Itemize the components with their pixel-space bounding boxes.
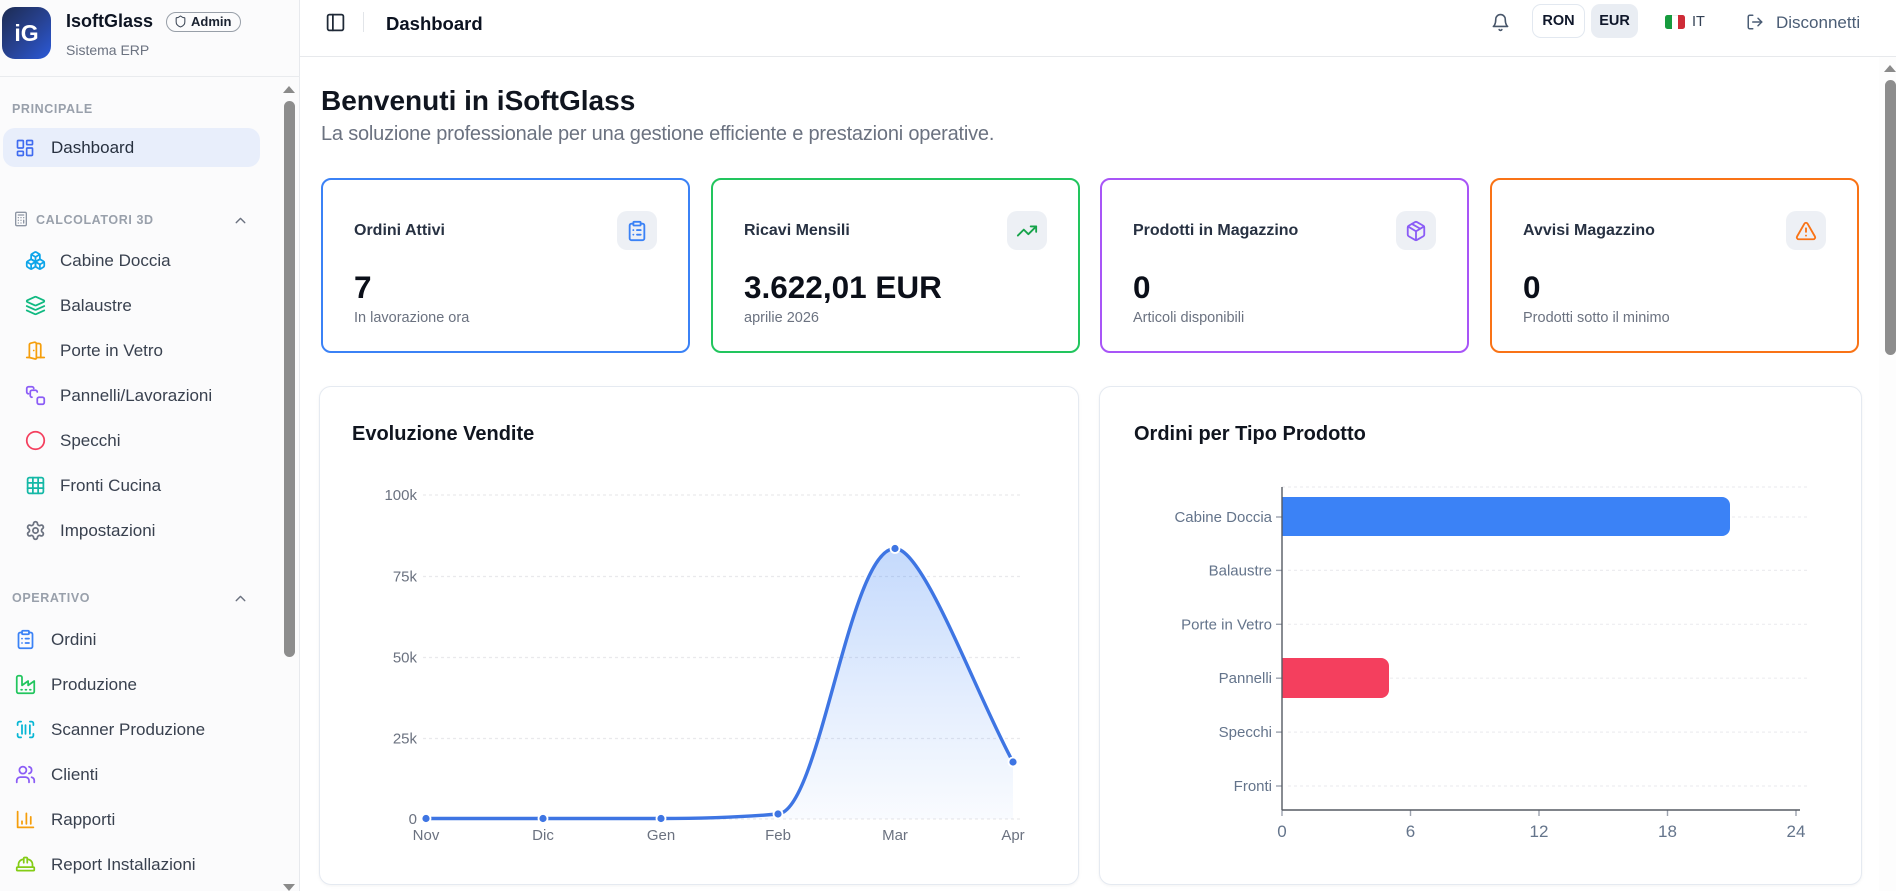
svg-text:Feb: Feb: [765, 827, 791, 844]
svg-text:0: 0: [1277, 822, 1286, 841]
svg-text:Pannelli: Pannelli: [1219, 670, 1272, 687]
svg-text:18: 18: [1658, 822, 1677, 841]
svg-text:Porte in Vetro: Porte in Vetro: [1181, 616, 1272, 633]
svg-text:24: 24: [1787, 822, 1806, 841]
svg-text:6: 6: [1406, 822, 1415, 841]
svg-text:Gen: Gen: [647, 827, 675, 844]
svg-text:Fronti: Fronti: [1234, 778, 1272, 795]
svg-text:Cabine Doccia: Cabine Doccia: [1174, 509, 1272, 526]
svg-text:75k: 75k: [393, 569, 418, 586]
svg-text:100k: 100k: [384, 487, 417, 504]
svg-text:Dic: Dic: [532, 827, 554, 844]
svg-text:Balaustre: Balaustre: [1209, 562, 1272, 579]
svg-text:Specchi: Specchi: [1219, 724, 1272, 741]
svg-text:12: 12: [1530, 822, 1549, 841]
svg-text:50k: 50k: [393, 650, 418, 667]
svg-text:0: 0: [409, 811, 417, 828]
svg-text:Mar: Mar: [882, 827, 908, 844]
svg-text:Apr: Apr: [1001, 827, 1024, 844]
svg-text:Nov: Nov: [413, 827, 440, 844]
svg-text:25k: 25k: [393, 731, 418, 748]
